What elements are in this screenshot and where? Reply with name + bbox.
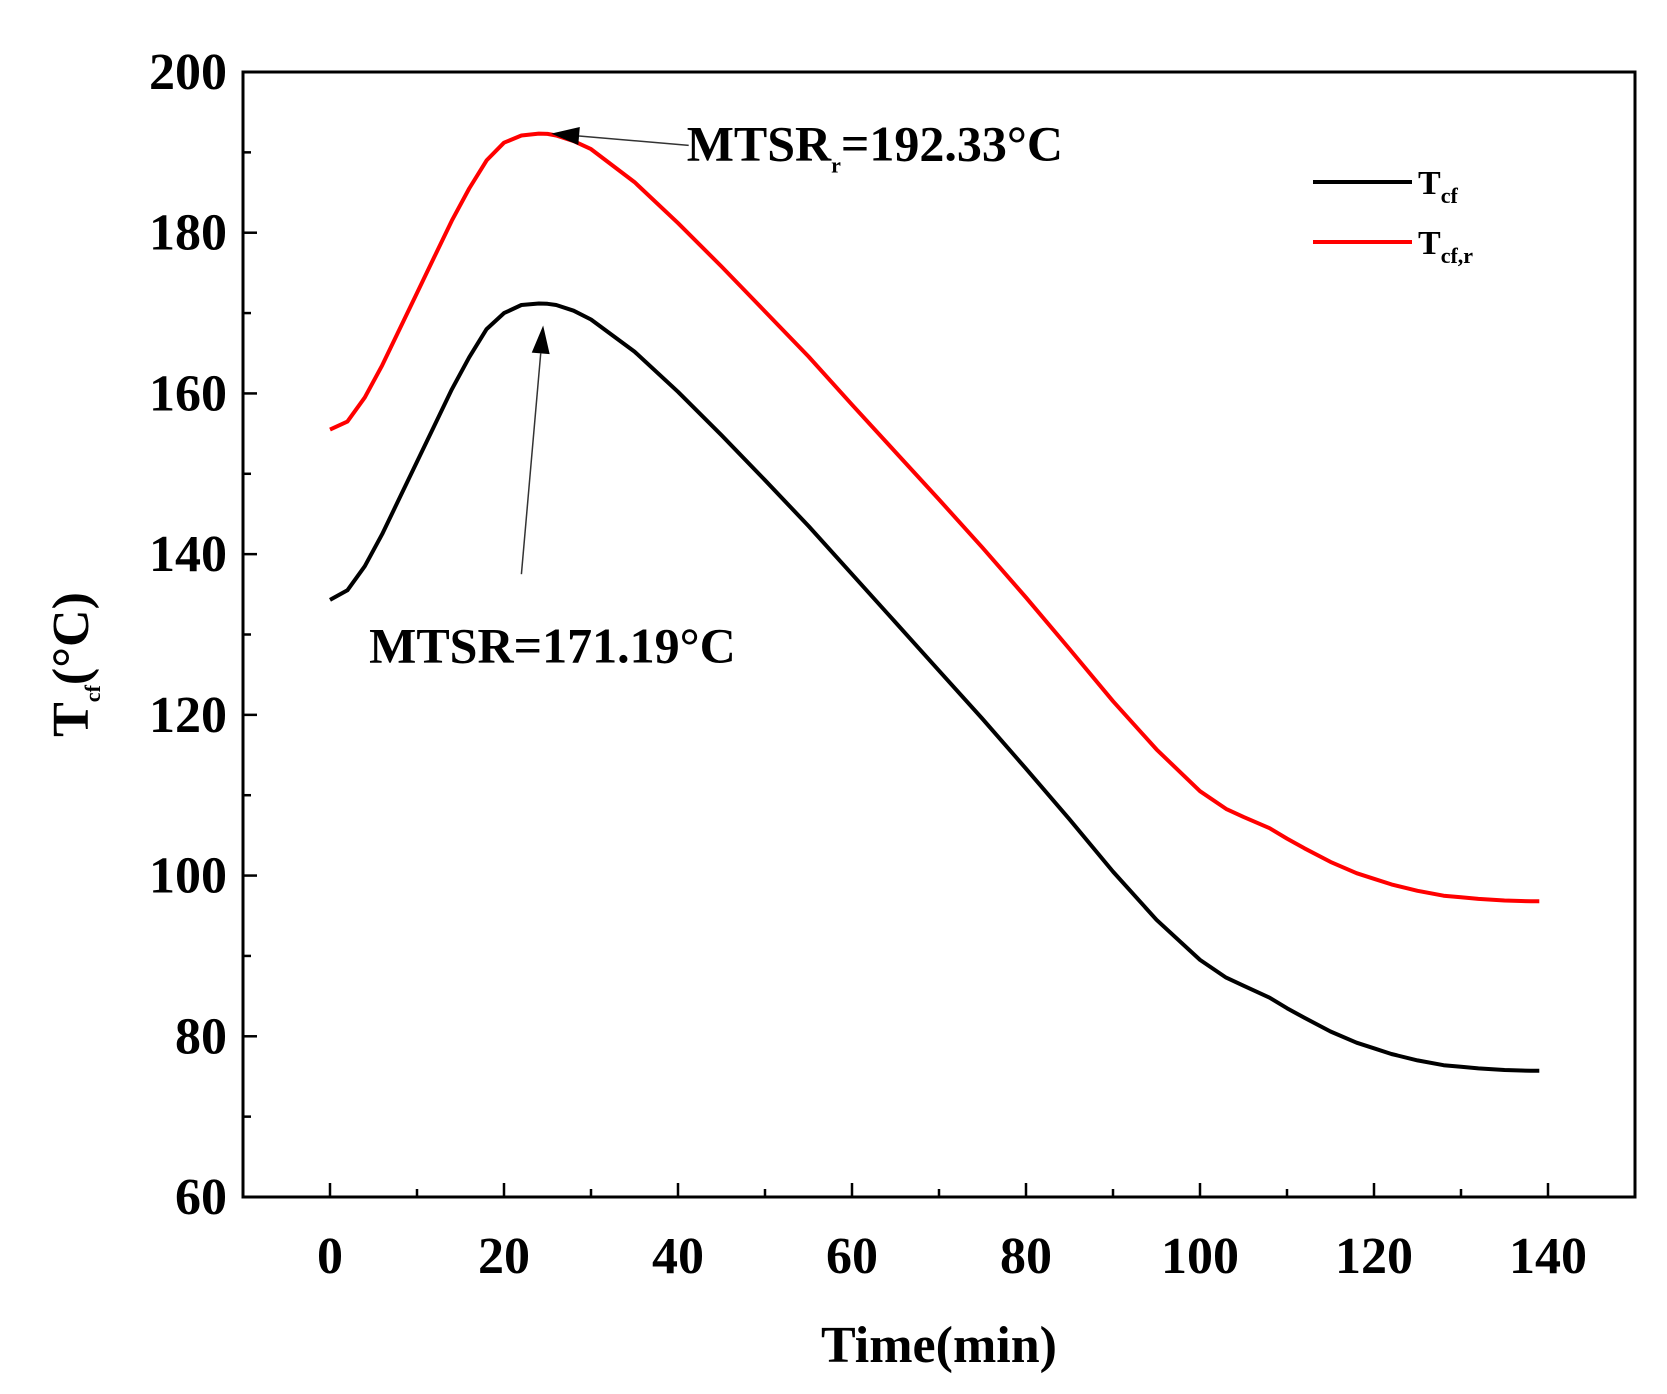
y-tick-label: 140: [149, 526, 227, 583]
mtsr-r-annotation-value: =192.33°C: [841, 115, 1063, 171]
y-tick-label: 160: [149, 365, 227, 422]
x-tick-label: 60: [826, 1228, 878, 1285]
series-layer: [329, 131, 1540, 1073]
y-axis-title-main: T: [43, 702, 100, 737]
y-tick-label: 120: [149, 687, 227, 744]
mtsr-r-annotation-main: MTSR: [687, 115, 832, 171]
legend-label-tcf: Tcf: [1418, 165, 1458, 208]
legend-label-tcf-r-main: T: [1418, 225, 1441, 262]
y-axis-title-subscript: cf: [80, 684, 105, 702]
mtsr-r-arrow-head: [551, 127, 580, 145]
y-axis-title-unit: (°C): [43, 592, 100, 685]
legend-label-tcf-main: T: [1418, 165, 1441, 202]
y-tick-label: 180: [149, 205, 227, 262]
y-tick-label: 60: [175, 1169, 227, 1226]
legend-label-tcf-r-subscript: cf,r: [1441, 243, 1474, 268]
y-axis: 60 80 100 120 140 160 180 200: [149, 44, 257, 1226]
mtsr-r-arrow-line: [578, 135, 689, 147]
x-axis-title: Time(min): [821, 1317, 1057, 1374]
x-tick-label: 120: [1335, 1228, 1413, 1285]
mtsr-arrow-line: [520, 353, 542, 575]
x-tick-label: 100: [1161, 1228, 1239, 1285]
y-axis-title: Tcf(°C): [43, 592, 105, 737]
x-tick-label: 40: [652, 1228, 704, 1285]
x-tick-label: 80: [1000, 1228, 1052, 1285]
mtsr-annotation: MTSR=171.19°C: [369, 618, 736, 674]
x-tick-label: 140: [1509, 1228, 1587, 1285]
legend: Tcf Tcf,r: [1313, 165, 1473, 268]
mtsr-r-annotation: MTSRr=192.33°C: [687, 115, 1063, 177]
annotations: MTSRr=192.33°C MTSR=171.19°C: [369, 115, 1063, 673]
x-axis: 0 20 40 60 80 100 120 140: [317, 1183, 1587, 1285]
x-tick-label: 0: [317, 1228, 343, 1285]
series-line-0: [329, 301, 1540, 1073]
series-line-1: [329, 131, 1540, 904]
y-tick-label: 200: [149, 44, 227, 101]
y-tick-label: 100: [149, 848, 227, 905]
mtsr-r-annotation-subscript: r: [831, 152, 841, 177]
x-tick-label: 20: [478, 1228, 530, 1285]
legend-label-tcf-r: Tcf,r: [1418, 225, 1473, 268]
legend-label-tcf-subscript: cf: [1441, 183, 1459, 208]
y-tick-label: 80: [175, 1008, 227, 1065]
mtsr-arrow-head: [531, 325, 550, 355]
